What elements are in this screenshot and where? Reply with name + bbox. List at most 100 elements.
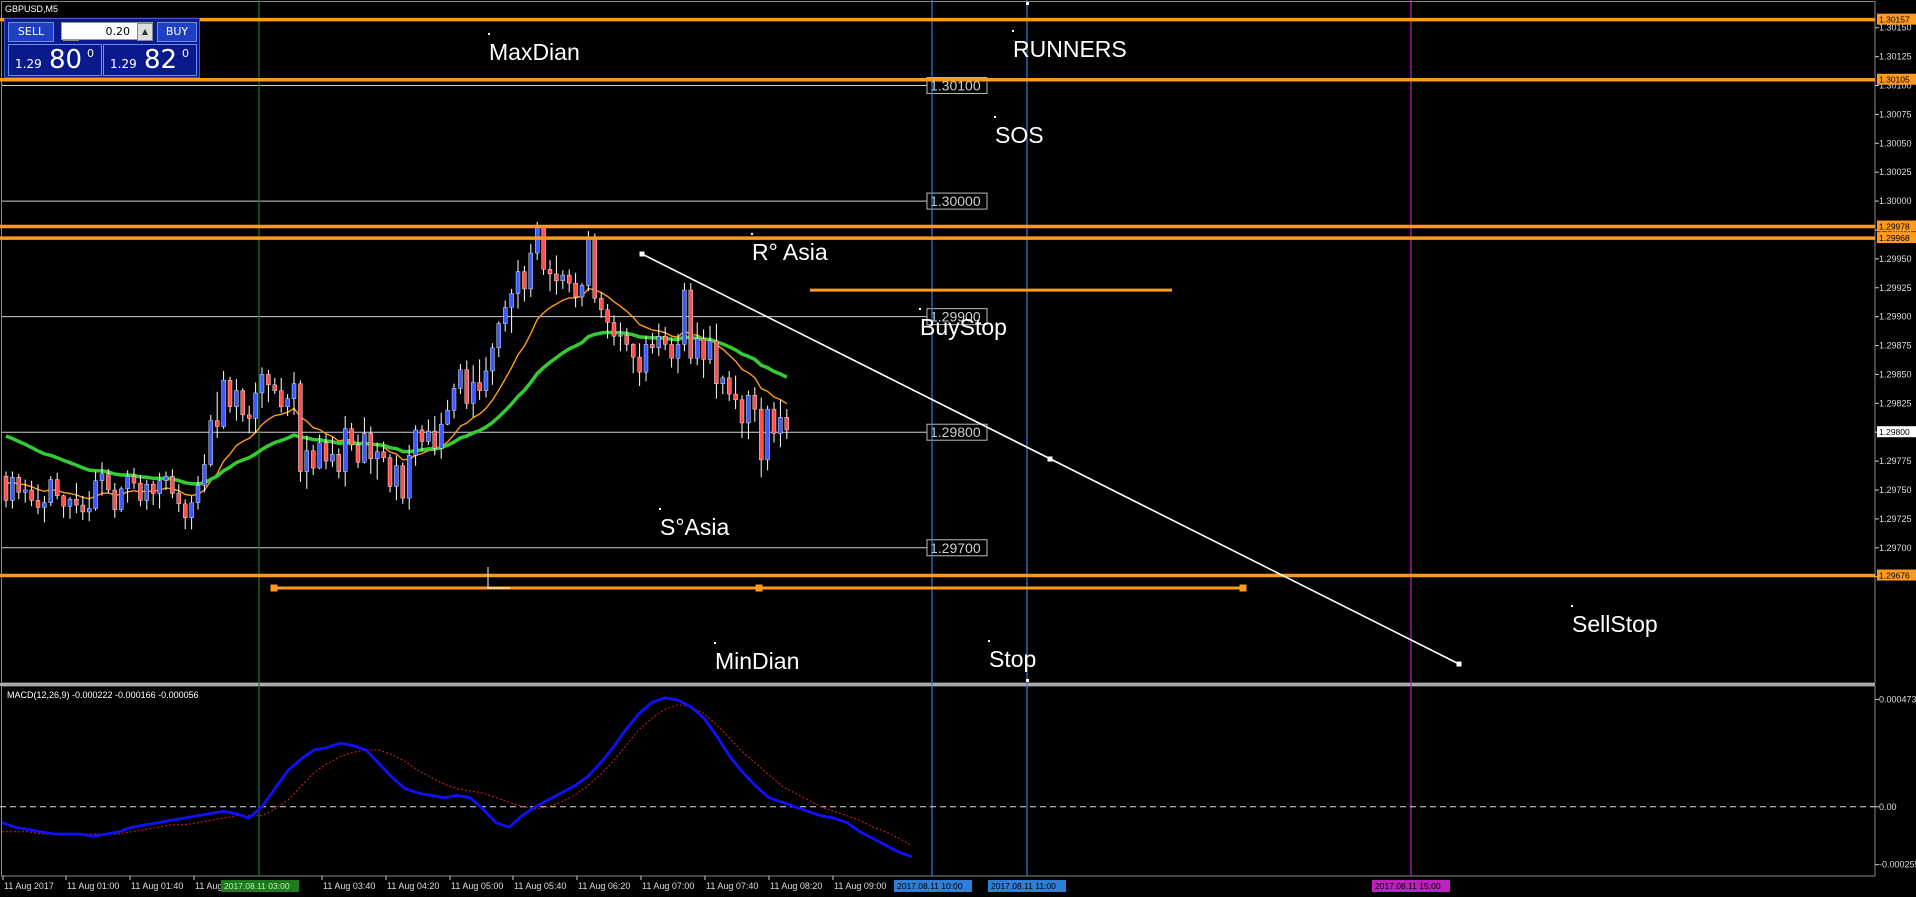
candle [182,499,188,530]
candle-body [99,473,105,481]
top-blue-marker [1026,2,1029,5]
candle [125,470,130,503]
candle [304,435,309,489]
text-annotations[interactable]: MaxDian RUNNERS SOS R° Asia BuyStop S°Asia Min… [488,30,1658,674]
candle-body [656,336,661,349]
candle [688,283,693,365]
candle [150,480,156,506]
candle-body [496,323,501,349]
lower-segment-handle[interactable] [755,584,763,592]
orange-levels[interactable] [0,17,1875,578]
buy-price-prefix: 1.29 [110,57,137,71]
candle-body [279,390,284,407]
candle [515,260,521,309]
candle [272,377,277,395]
text-annotation[interactable]: R° Asia [752,239,828,265]
annotation-anchor [919,308,921,310]
candle-body [86,508,92,513]
candle [733,375,738,410]
time-tick-label: 11 Aug 07:00 [642,881,694,891]
drawn-objects[interactable] [270,2,1462,682]
lots-input[interactable]: 0.20 [61,22,153,40]
price-tick-label: 1.29850 [1879,369,1912,379]
price-label-value: 1.29800 [1879,427,1910,437]
candle [432,416,437,456]
candle-body [221,380,226,427]
candle-body [208,420,214,465]
annotation-anchor [714,642,716,644]
candle [214,391,220,438]
macd-signal-line [2,704,913,846]
text-annotation[interactable]: MaxDian [489,39,580,65]
candle [157,472,162,509]
candle [727,370,732,402]
candle [375,442,380,480]
candle-body [74,499,79,506]
candle [624,328,629,352]
candle-body [112,489,118,510]
candle [477,359,482,400]
time-tick-label: 11 Aug 05:00 [451,881,503,891]
candle-body [29,489,34,501]
one-click-trading-panel: SELL ▼ 0.20 ▲ BUY 1.29 80 0 1.29 82 0 [4,18,200,78]
candle-body [509,293,514,308]
sell-price-button[interactable]: 1.29 80 0 [8,44,102,76]
candle-body [631,344,636,358]
text-annotation[interactable]: SellStop [1572,611,1658,637]
price-label-value: 1.30105 [1879,75,1910,85]
candle-body [317,442,322,469]
text-annotation[interactable]: RUNNERS [1013,36,1127,62]
candle-body [80,504,86,513]
candle-body [573,282,578,298]
candle-body [413,429,418,456]
text-annotation[interactable]: S°Asia [660,514,729,540]
trendline-handle[interactable] [1456,661,1462,667]
candle-body [522,271,527,290]
price-tick-label: 1.30000 [1879,196,1912,206]
text-annotation[interactable]: Stop [989,646,1036,672]
lots-increase-button[interactable]: ▲ [137,23,153,41]
candle [323,434,329,470]
price-tick-label: 1.30025 [1879,167,1912,177]
trendline-handle[interactable] [1047,456,1053,462]
candle-body [541,227,546,270]
lower-segment-object[interactable] [270,584,1247,592]
annotation-anchor [751,233,753,235]
price-label-box [1877,569,1916,581]
candle-body [42,502,47,508]
buy-button[interactable]: BUY [157,22,197,42]
lower-segment-handle[interactable] [270,584,278,592]
price-tick-label: 1.30150 [1879,23,1912,33]
trendline-object[interactable] [639,251,1462,667]
macd-tick-label: 0.000473 [1879,694,1916,704]
candle-body [560,274,565,282]
text-annotation[interactable]: MinDian [715,648,799,674]
candle-body [714,340,719,384]
sell-button[interactable]: SELL [8,22,54,42]
lower-segment-handle[interactable] [1239,584,1247,592]
candle-body [483,370,489,391]
candle-body [240,390,246,416]
trendline-handle[interactable] [639,251,645,257]
text-annotation[interactable]: SOS [995,122,1044,148]
candle-body [650,344,655,349]
candle [35,484,41,515]
grey-level-label: 1.30100 [930,78,981,94]
sell-price-prefix: 1.29 [15,57,42,71]
candle [10,471,15,509]
candle [771,402,777,443]
buy-price-sup: 0 [182,47,189,60]
candle [656,323,661,356]
grey-level-label-box [926,308,988,326]
candle [611,315,617,346]
candle-body [592,239,597,299]
price-axis: 1.30150 1.30125 1.30100 1.30075 1.30050 1.300… [1875,13,1916,870]
candle-body [227,380,233,407]
candle-body [246,414,252,419]
candle-body [61,495,66,507]
price-tick-label: 1.30125 [1879,52,1912,62]
buy-price-button[interactable]: 1.29 82 0 [103,44,197,76]
candle-body [637,356,642,373]
text-annotation[interactable]: BuyStop [920,314,1007,340]
